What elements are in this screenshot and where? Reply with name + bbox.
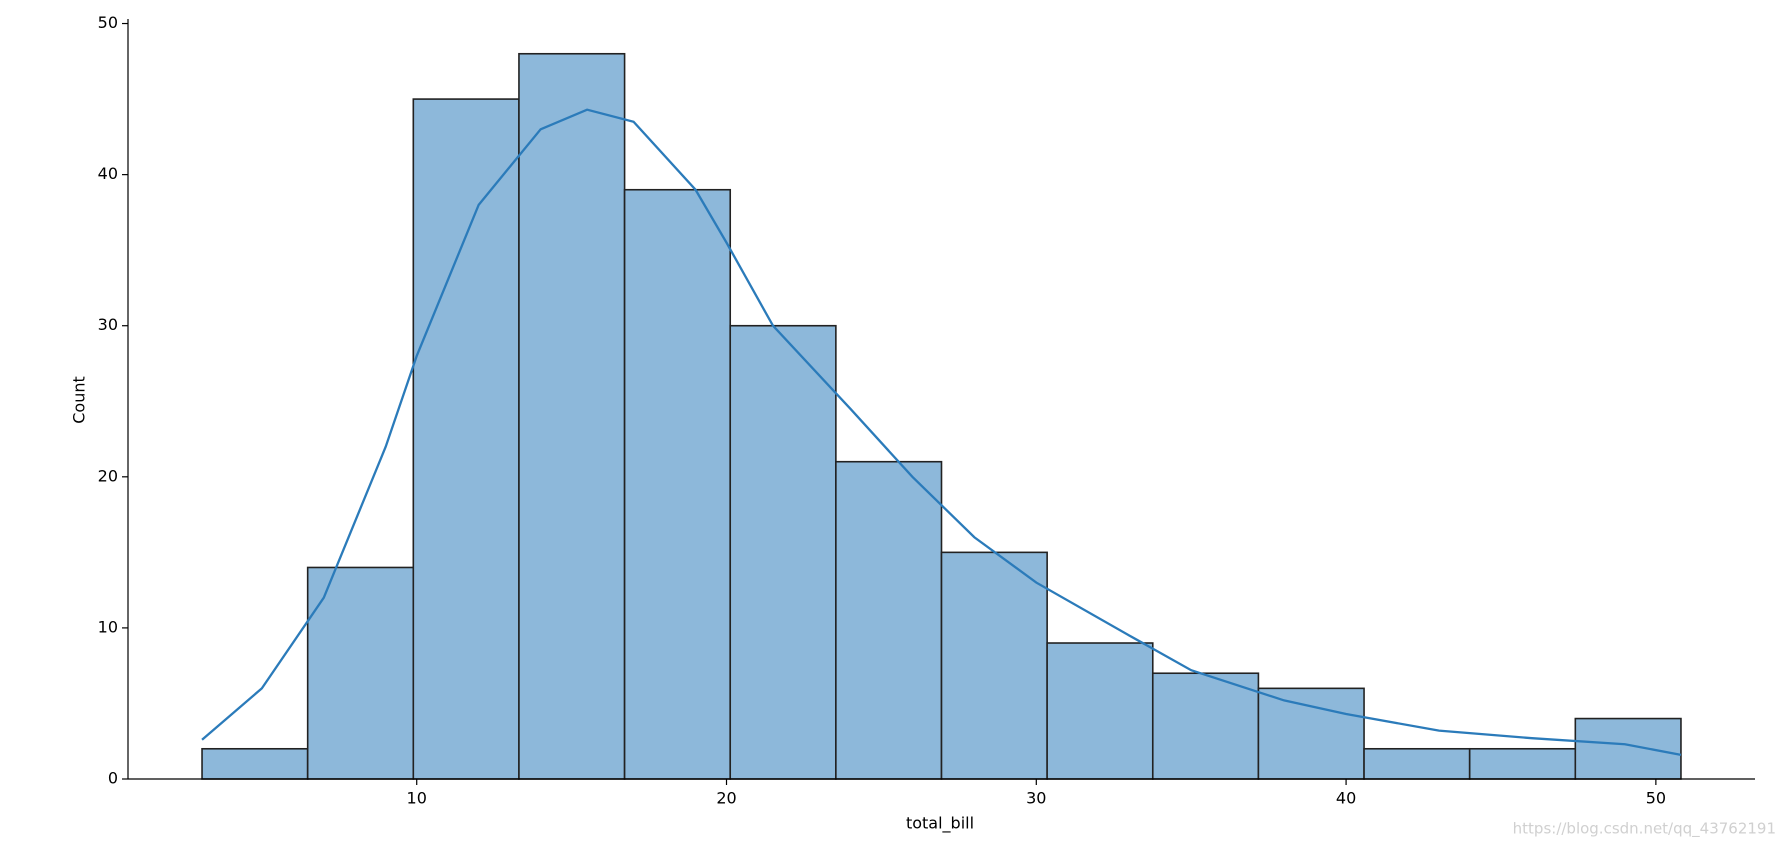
bar (1257, 687, 1365, 780)
y-tick-label: 40 (98, 164, 118, 183)
y-tick-label: 50 (98, 13, 118, 32)
bar (1151, 672, 1260, 780)
y-tick-label: 30 (98, 315, 118, 334)
x-tick-label: 20 (716, 789, 736, 808)
bar (306, 566, 415, 780)
x-tick-label: 10 (407, 789, 427, 808)
bar (412, 98, 520, 780)
y-tick-label: 10 (98, 617, 118, 636)
bar (1574, 717, 1682, 780)
x-tick-label: 50 (1646, 789, 1666, 808)
bar (729, 324, 837, 780)
bar (623, 188, 732, 780)
bar (518, 52, 626, 780)
kde-line (201, 108, 1682, 756)
bar (1046, 642, 1154, 780)
watermark: https://blog.csdn.net/qq_43762191 (1513, 820, 1776, 839)
x-tick-label: 30 (1026, 789, 1046, 808)
bar (201, 747, 309, 780)
x-tick-label: 40 (1336, 789, 1356, 808)
bar (940, 551, 1048, 780)
y-axis-label: Count (70, 376, 89, 424)
x-axis-label: total_bill (906, 814, 974, 834)
y-tick-label: 0 (108, 769, 118, 788)
bar (1363, 747, 1471, 780)
y-tick-label: 20 (98, 466, 118, 485)
bar (1468, 747, 1577, 780)
bar (835, 460, 943, 780)
